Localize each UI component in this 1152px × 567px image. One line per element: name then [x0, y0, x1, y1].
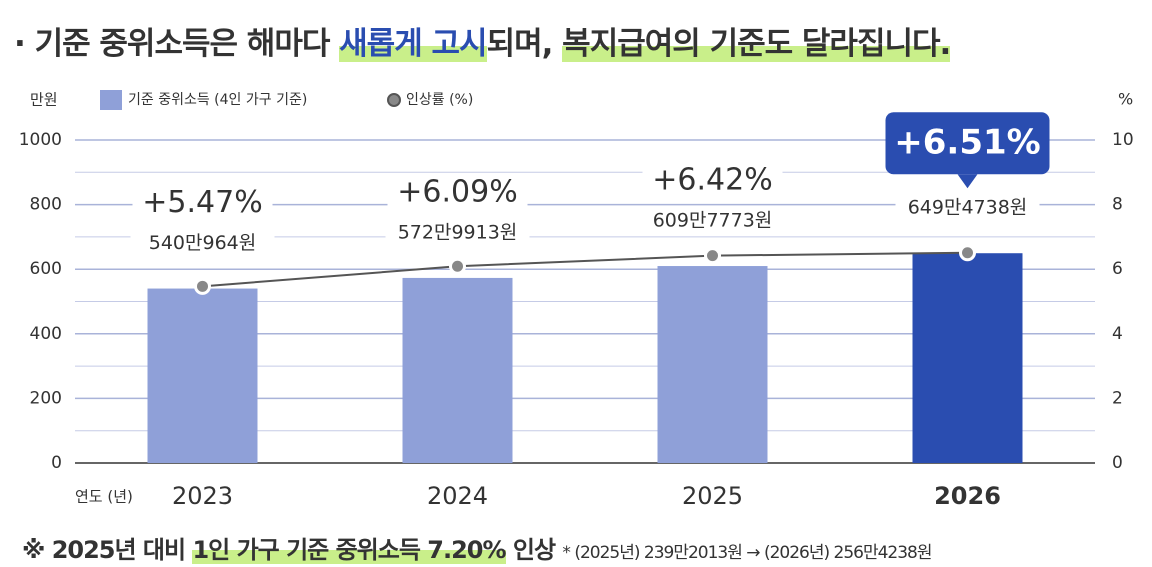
label-bg: [132, 185, 273, 222]
y2-tick-label: 4: [1112, 324, 1123, 344]
y2-tick-label: 8: [1112, 195, 1123, 215]
x-tick-label: 2025: [682, 482, 743, 510]
bar-value-label: 540만964원: [149, 232, 257, 254]
label-bg: [385, 219, 530, 246]
callout-box: [885, 112, 1050, 175]
bar: [657, 266, 768, 463]
footnote: ※ 2025년 대비 1인 가구 기준 중위소득 7.20% 인상 * (202…: [22, 530, 933, 565]
footnote-part: 인상: [505, 536, 563, 564]
callout-pointer: [957, 174, 978, 189]
legend-swatch: [100, 90, 122, 110]
y-tick-label: 0: [51, 453, 62, 473]
label-bg: [387, 174, 528, 211]
y2-tick-label: 2: [1112, 388, 1123, 408]
label-bg: [895, 195, 1040, 222]
x-tick-label: 2023: [172, 482, 233, 510]
y-tick-label: 200: [30, 388, 62, 408]
title-part: 되며,: [486, 26, 563, 62]
rate-label: +6.51%: [894, 123, 1040, 163]
y2-axis-label: %: [1118, 90, 1133, 109]
footnote-part: ※ 2025년 대비: [22, 536, 193, 564]
line-point: [449, 257, 466, 275]
y-tick-label: 800: [30, 195, 62, 215]
title: · 기준 중위소득은 해마다 새롭게 고시되며, 복지급여의 기준도 달라집니다…: [14, 18, 951, 63]
bar: [147, 288, 258, 463]
y-axis-label: 만원: [30, 91, 58, 109]
bar: [912, 253, 1023, 463]
title-highlight: 복지급여의 기준도 달라집니다.: [562, 26, 951, 62]
footnote-highlight: 1인 가구 기준 중위소득 7.20%: [192, 536, 507, 564]
line-point: [959, 244, 976, 262]
bar-value-label: 609만7773원: [653, 210, 773, 232]
x-axis-label: 연도 (년): [75, 488, 133, 506]
y2-tick-label: 10: [1112, 130, 1134, 150]
label-bg: [130, 230, 275, 257]
line: [202, 251, 968, 288]
footnote-detail: * (2025년) 239만2013원 → (2026년) 256만4238원: [562, 543, 932, 563]
label-bg: [642, 163, 783, 200]
line-point: [194, 277, 211, 295]
title-highlight: 새롭게 고시: [339, 26, 488, 62]
y-tick-label: 1000: [19, 130, 62, 150]
rate-label: +5.47%: [142, 185, 262, 220]
bar-value-label: 572만9913원: [398, 221, 518, 243]
rate-label: +6.42%: [652, 163, 772, 198]
legend-swatch: [387, 93, 401, 107]
legend-label: 인상률 (%): [406, 92, 473, 108]
bar-value-label: 649만4738원: [908, 197, 1028, 219]
y2-tick-label: 6: [1112, 259, 1123, 279]
x-tick-label: 2024: [427, 482, 488, 510]
title-part: · 기준 중위소득은 해마다: [14, 26, 340, 62]
y2-tick-label: 0: [1112, 453, 1123, 473]
legend-label: 기준 중위소득 (4인 가구 기준): [128, 92, 307, 108]
x-tick-label: 2026: [934, 482, 1001, 510]
bar: [402, 277, 513, 463]
y-tick-label: 600: [30, 259, 62, 279]
y-tick-label: 400: [30, 324, 62, 344]
label-bg: [640, 208, 785, 235]
line-point: [704, 247, 721, 265]
rate-label: +6.09%: [397, 174, 517, 209]
